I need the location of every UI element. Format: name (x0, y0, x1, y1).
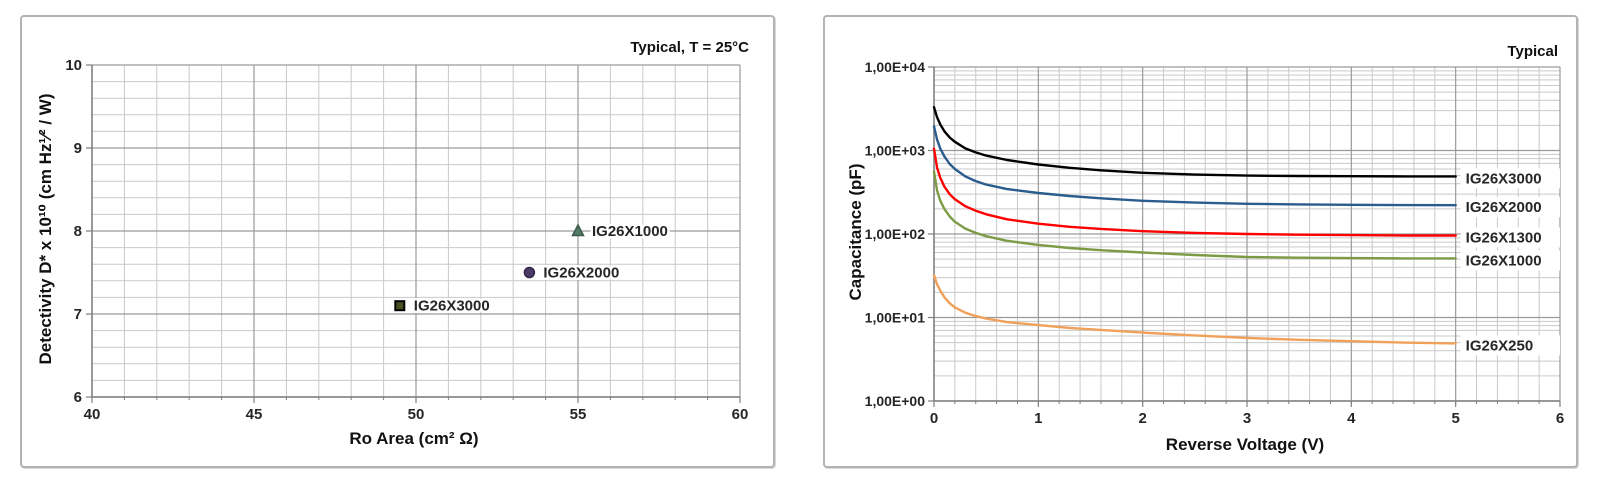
data-point-label: IG26X1000 (592, 223, 668, 240)
series-label: IG26X3000 (1466, 170, 1542, 187)
y-tick-label: 1,00E+02 (865, 226, 926, 242)
y-tick-label: 1,00E+00 (865, 393, 926, 409)
series-label: IG26X1000 (1466, 252, 1542, 269)
series-line-IG26X250 (932, 274, 1457, 345)
x-tick-label: 60 (732, 406, 749, 423)
data-point-square (394, 300, 406, 312)
x-tick-label: 4 (1347, 410, 1356, 427)
y-tick-label: 8 (74, 223, 82, 240)
y-tick-label: 1,00E+03 (865, 143, 926, 159)
series-label-bg (1460, 227, 1560, 248)
series-label-bg (1460, 250, 1560, 271)
series-label: IG26X2000 (1466, 199, 1542, 216)
series-line-IG26X3000 (932, 106, 1457, 178)
x-tick-label: 5 (1451, 410, 1459, 427)
capacitance-line-plot: 0 1 2 3 4 5 6 1,00E+00 1,00E+01 1,00E+02 1,00E+03 1… (865, 59, 1565, 427)
x-tick-label: 1 (1034, 410, 1042, 427)
series-line-IG26X1000 (932, 170, 1457, 260)
x-axis-title: Ro Area (cm² Ω) (349, 429, 479, 448)
series-label-bg (1460, 168, 1560, 189)
y-tick-label: 1,00E+04 (865, 59, 926, 75)
x-axis-title: Reverse Voltage (V) (1165, 435, 1325, 454)
y-tick-label: 1,00E+01 (865, 310, 926, 326)
y-tick-label: 7 (74, 306, 82, 323)
series-label: IG26X250 (1466, 337, 1534, 354)
detectivity-chart-panel: 40 45 50 55 60 6 7 8 9 10 IG26X3000 IG26X2000 IG26X1… (20, 15, 775, 468)
chart-condition-note: Typical (1507, 43, 1558, 60)
y-axis-title: Detectivity D* x 10¹⁰ (cm Hz¹⁄² / W) (36, 93, 55, 365)
data-point-circle (523, 266, 536, 279)
series-label-bg (1460, 197, 1560, 218)
x-tick-label: 0 (930, 410, 938, 427)
series-line-IG26X2000 (932, 125, 1457, 207)
x-tick-label: 3 (1243, 410, 1251, 427)
x-tick-label: 40 (84, 406, 101, 423)
x-tick-label: 45 (246, 406, 263, 423)
x-tick-label: 2 (1138, 410, 1146, 427)
detectivity-scatter-plot: 40 45 50 55 60 6 7 8 9 10 IG26X3000 IG26X2000 IG26X1… (65, 57, 749, 423)
x-tick-label: 50 (408, 406, 425, 423)
data-point-label: IG26X3000 (414, 298, 490, 315)
chart-condition-note: Typical, T = 25°C (630, 39, 749, 56)
data-point-triangle (571, 223, 585, 237)
y-tick-label: 6 (74, 389, 82, 406)
x-tick-label: 55 (570, 406, 587, 423)
y-axis-title: Capacitance (pF) (846, 163, 865, 301)
y-tick-label: 10 (65, 57, 82, 74)
x-tick-label: 6 (1556, 410, 1564, 427)
capacitance-chart-panel: 0 1 2 3 4 5 6 1,00E+00 1,00E+01 1,00E+02 1,00E+03 1… (823, 15, 1578, 468)
series-line-IG26X1300 (932, 147, 1457, 237)
data-point-label: IG26X2000 (543, 265, 619, 282)
series-label: IG26X1300 (1466, 229, 1542, 246)
series-label-bg (1460, 335, 1560, 356)
y-tick-label: 9 (74, 140, 82, 157)
